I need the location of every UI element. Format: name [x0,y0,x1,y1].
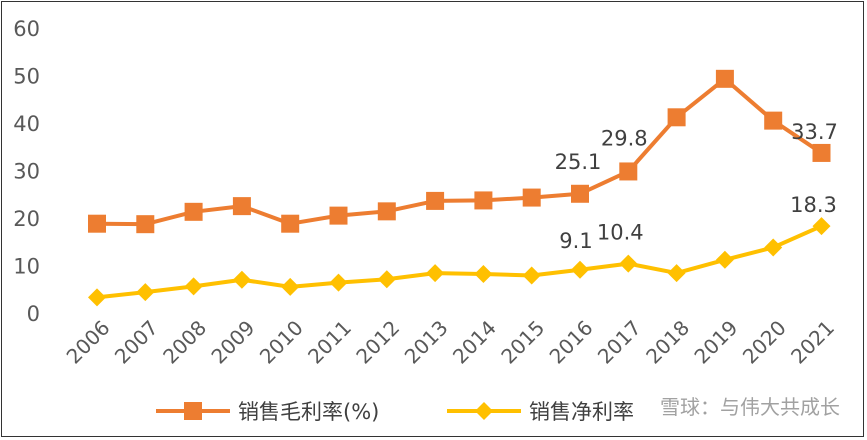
data-point-square [281,214,300,233]
legend: 销售毛利率(%) 销售净利率 [156,400,634,424]
data-point-diamond [764,238,783,257]
data-point-square [715,69,734,88]
x-tick-label: 2019 [689,316,742,369]
data-point-diamond [667,264,686,283]
series-line-0 [96,76,823,227]
data-point-diamond [474,265,493,284]
series-layer [88,69,831,307]
data-labels: 25.129.8 33.7 9.1 10.4 18.3 [555,120,838,253]
data-point-square [812,143,831,162]
x-tick-label: 2006 [62,316,115,369]
y-tick-label: 10 [13,255,40,279]
y-tick-label: 20 [13,207,40,231]
data-label: 18.3 [790,193,837,217]
x-tick-label: 2013 [400,316,453,369]
data-point-diamond [281,277,300,296]
data-label: 9.1 [559,229,592,253]
watermark: 雪球：与伟大共成长 [660,395,840,419]
legend-label: 销售净利率 [529,400,634,424]
data-point-diamond [619,254,638,273]
data-point-diamond [329,273,348,292]
y-tick-label: 60 [13,17,40,41]
x-tick-label: 2021 [786,316,839,369]
x-tick-label: 2016 [545,316,598,369]
data-point-diamond [377,270,396,289]
data-point-square [136,215,155,234]
legend-label: 销售毛利率(%) [238,400,379,424]
x-tick-label: 2008 [158,316,211,369]
data-point-diamond [136,283,155,302]
x-tick-label: 2007 [110,316,163,369]
data-point-square [474,191,493,210]
x-tick-label: 2010 [255,316,308,369]
series-line-1 [96,224,823,300]
data-point-diamond [522,266,541,285]
data-label: 33.7 [791,120,838,144]
data-point-square [571,184,589,203]
y-tick-label: 50 [13,65,40,89]
x-tick-label: 2020 [738,316,791,369]
data-point-square [88,214,106,233]
data-point-diamond [232,270,251,289]
y-tick-label: 40 [13,112,40,136]
x-axis: 2006200720082009201020112012201320142015… [62,316,839,369]
data-point-square [232,197,251,216]
data-point-diamond [571,260,589,279]
y-tick-label: 30 [13,160,40,184]
data-point-square [522,188,541,207]
data-label: 29.8 [601,126,648,150]
x-tick-label: 2011 [303,316,356,369]
data-point-square [667,108,686,127]
data-label: 10.4 [597,221,644,245]
data-point-square [377,202,396,221]
legend-marker-square [184,402,202,420]
x-tick-label: 2018 [641,316,694,369]
data-point-diamond [715,250,734,269]
x-tick-label: 2014 [448,316,501,369]
data-point-square [426,191,445,210]
y-axis: 0 10 20 30 40 50 60 [13,17,40,326]
data-point-diamond [426,264,445,283]
data-point-square [619,162,638,181]
x-tick-label: 2009 [206,316,259,369]
data-point-diamond [88,288,106,307]
x-tick-label: 2012 [351,316,404,369]
data-point-square [764,111,783,130]
x-tick-label: 2017 [593,316,646,369]
legend-marker-diamond [475,402,493,420]
y-tick-label: 0 [27,302,40,326]
x-tick-label: 2015 [496,316,549,369]
data-point-square [184,202,203,221]
data-point-diamond [184,277,203,296]
data-point-diamond [812,217,831,236]
data-point-square [329,206,348,225]
data-label: 25.1 [555,150,602,174]
